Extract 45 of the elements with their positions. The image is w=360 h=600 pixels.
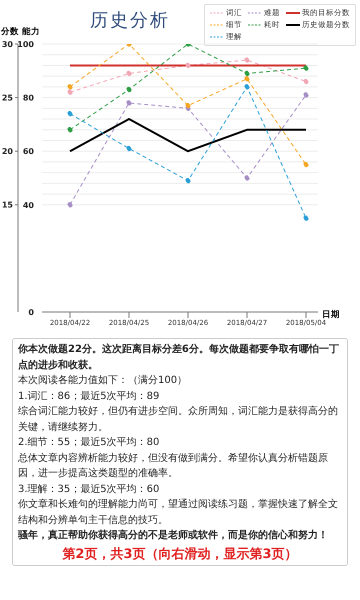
y-tick-label: 60 xyxy=(22,147,34,156)
point xyxy=(67,202,73,208)
point xyxy=(303,162,309,168)
point xyxy=(303,216,309,221)
point xyxy=(244,76,250,82)
text: 2.细节：55；最近5次平均：80 xyxy=(18,436,160,450)
y2-axis-title: 分数 xyxy=(1,26,19,38)
point xyxy=(244,175,250,181)
point xyxy=(303,92,309,98)
point xyxy=(303,65,309,71)
point xyxy=(244,70,250,76)
point xyxy=(67,127,73,132)
text: 综合词汇能力较好，但仍有进步空间。众所周知，词汇能力是获得高分的关键，请继续努力。 xyxy=(18,404,339,434)
point xyxy=(67,84,73,90)
point xyxy=(185,62,191,68)
point xyxy=(185,102,191,108)
text: 本次阅读各能力值如下：（满分100） xyxy=(18,374,188,388)
text: 你文章和长难句的理解能力尚可，望通过阅读练习题，掌握快速了解全文结构和分辨单句主干信息的技巧。 xyxy=(18,498,339,528)
y2-tick-label: 15 xyxy=(2,200,14,210)
text: 第2页，共3页（向右滑动，显示第3页） xyxy=(61,546,299,562)
y-tick-label: 100 xyxy=(17,40,34,49)
y2-tick-label: 25 xyxy=(2,93,14,102)
text: 骚年，真正帮助你获得高分的不是老师或软件，而是你的信心和努力！ xyxy=(18,528,329,543)
y-tick-label: 40 xyxy=(22,200,34,210)
x-axis-title: 日期 xyxy=(322,309,340,320)
y2-tick-label: 30 xyxy=(2,40,14,49)
text: 3.理解：35；最近5次平均：60 xyxy=(18,482,160,496)
point xyxy=(126,86,132,92)
chart-title: 历史分析 xyxy=(89,9,171,32)
point xyxy=(126,146,132,152)
text: 总体文章内容辨析能力较好，但没有做到满分。希望你认真分析错题原因，进一步提高这类题型的准确率。 xyxy=(18,452,329,481)
y-tick-label: 80 xyxy=(22,94,34,103)
point xyxy=(244,57,250,63)
point xyxy=(67,110,73,116)
point xyxy=(244,84,250,90)
y-axis-title: 能力 xyxy=(22,26,40,38)
y-tick-label: 0 xyxy=(28,308,34,317)
text: 你本次做题22分。这次距离目标分差6分。每次做题都要争取有哪怕一丁点的进步和收获。 xyxy=(18,342,340,372)
point xyxy=(185,178,191,184)
text: 1.词汇：86；最近5次平均：89 xyxy=(18,390,160,404)
point xyxy=(126,70,132,76)
point xyxy=(126,100,132,106)
point xyxy=(303,78,309,84)
y2-tick-label: 20 xyxy=(2,147,14,156)
point xyxy=(67,90,73,95)
